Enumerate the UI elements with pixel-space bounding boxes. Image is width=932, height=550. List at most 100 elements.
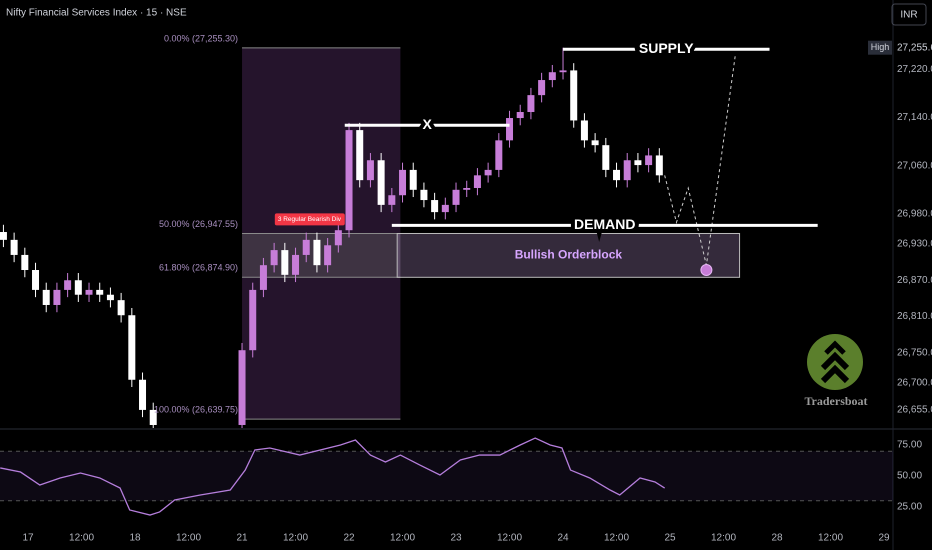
x-tick-label: 25 bbox=[664, 533, 676, 544]
candle-body bbox=[334, 230, 342, 246]
candle-body bbox=[117, 300, 125, 316]
candle-body bbox=[345, 130, 353, 231]
fib-label: 100.00% (26,639.75) bbox=[154, 404, 238, 414]
x-tick-label: 24 bbox=[557, 533, 569, 544]
candle-body bbox=[645, 155, 653, 166]
logo-chevron bbox=[824, 340, 846, 355]
logo-circle bbox=[807, 334, 863, 390]
candle-body bbox=[302, 239, 310, 255]
candle-body bbox=[623, 160, 631, 181]
x-tick-label: 28 bbox=[771, 533, 783, 544]
candle-body bbox=[324, 245, 332, 266]
level-label: X bbox=[422, 116, 432, 132]
logo-chevron bbox=[820, 351, 850, 371]
rsi-band bbox=[0, 451, 893, 501]
price-pane: Bullish Orderblock SUPPLY X DEMAND 3 Regular… bbox=[0, 36, 818, 428]
candle-body bbox=[139, 379, 147, 410]
candle-body bbox=[313, 239, 321, 266]
x-tick-label: 12:00 bbox=[390, 533, 415, 544]
x-tick-label: 18 bbox=[129, 533, 141, 544]
candle-body bbox=[53, 289, 61, 305]
candle-body bbox=[128, 315, 136, 380]
candle-body bbox=[527, 95, 535, 113]
currency-box[interactable] bbox=[891, 3, 927, 26]
candle-body bbox=[655, 155, 663, 176]
logo-chevron bbox=[820, 364, 850, 384]
x-tick-label: 23 bbox=[450, 533, 462, 544]
candle-body bbox=[420, 189, 428, 201]
candle-body bbox=[548, 72, 556, 81]
high-value: 27,255.65 bbox=[897, 42, 932, 53]
x-tick-label: 21 bbox=[236, 533, 248, 544]
candle-body bbox=[366, 160, 374, 181]
y-tick-label: 26,980.00 bbox=[897, 209, 932, 220]
candle-body bbox=[516, 112, 524, 119]
candle-body bbox=[613, 169, 621, 181]
candle-body bbox=[399, 169, 407, 196]
rsi-line bbox=[0, 437, 666, 516]
y-tick-label: 26,700.00 bbox=[897, 377, 932, 388]
candle-body bbox=[96, 289, 104, 295]
level-label: SUPPLY bbox=[639, 40, 694, 56]
divergence-tag bbox=[274, 213, 345, 226]
chart-title: Nifty Financial Services Index · 15 · NS… bbox=[6, 8, 187, 19]
x-tick-label: 29 bbox=[878, 533, 890, 544]
candle-body bbox=[634, 160, 642, 166]
candle-body bbox=[270, 250, 278, 266]
candle-body bbox=[259, 265, 267, 290]
candle-body bbox=[238, 350, 246, 425]
candle-body bbox=[431, 200, 439, 213]
candle-body bbox=[463, 187, 471, 190]
logo: Tradersboat bbox=[804, 334, 868, 408]
y-tick-label: 26,930.00 bbox=[897, 239, 932, 250]
orderblock-label: Bullish Orderblock bbox=[515, 248, 623, 262]
candle-body bbox=[602, 145, 610, 170]
candle-body bbox=[356, 130, 364, 181]
level-label: DEMAND bbox=[574, 216, 635, 232]
target-point bbox=[700, 264, 713, 277]
candle-body bbox=[42, 289, 50, 305]
rsi-tick-label: 75.00 bbox=[897, 440, 922, 451]
candle-body bbox=[452, 189, 460, 205]
x-tick-label: 12:00 bbox=[604, 533, 629, 544]
y-tick-label: 27,220.00 bbox=[897, 64, 932, 75]
candle-body bbox=[484, 169, 492, 176]
candle-body bbox=[441, 204, 449, 213]
candle-body bbox=[495, 140, 503, 170]
candle-body bbox=[580, 120, 588, 141]
candle-body bbox=[106, 294, 114, 301]
projection-path bbox=[664, 55, 736, 266]
candle-body bbox=[0, 232, 7, 240]
x-tick-label: 12:00 bbox=[283, 533, 308, 544]
candle-body bbox=[409, 169, 417, 190]
high-tag-label: High bbox=[871, 42, 890, 52]
candle-body bbox=[570, 70, 578, 121]
currency[interactable]: INR bbox=[900, 10, 917, 21]
high-tag bbox=[868, 40, 892, 55]
candle-body bbox=[506, 118, 514, 141]
y-tick-label: 27,060.00 bbox=[897, 160, 932, 171]
fib-golden-zone bbox=[242, 233, 401, 278]
candle-body bbox=[473, 175, 481, 188]
candle-body bbox=[21, 254, 29, 271]
y-tick-label: 26,655.00 bbox=[897, 405, 932, 416]
x-tick-label: 12:00 bbox=[818, 533, 843, 544]
x-tick-label: 12:00 bbox=[176, 533, 201, 544]
fib-label: 50.00% (26,947.55) bbox=[159, 219, 238, 229]
y-tick-label: 26,810.00 bbox=[897, 311, 932, 322]
x-tick-label: 17 bbox=[22, 533, 34, 544]
rsi-tick-label: 25.00 bbox=[897, 502, 922, 513]
y-tick-label: 27,140.00 bbox=[897, 112, 932, 123]
fib-label: 0.00% (27,255.30) bbox=[164, 33, 238, 43]
x-tick-label: 22 bbox=[343, 533, 355, 544]
candle-body bbox=[292, 254, 300, 275]
candle-body bbox=[388, 195, 396, 205]
candle-body bbox=[64, 280, 72, 290]
x-tick-label: 12:00 bbox=[711, 533, 736, 544]
y-tick-label: 26,870.00 bbox=[897, 275, 932, 286]
candle-body bbox=[559, 70, 567, 73]
candle-body bbox=[591, 140, 599, 146]
candle-body bbox=[249, 289, 257, 351]
